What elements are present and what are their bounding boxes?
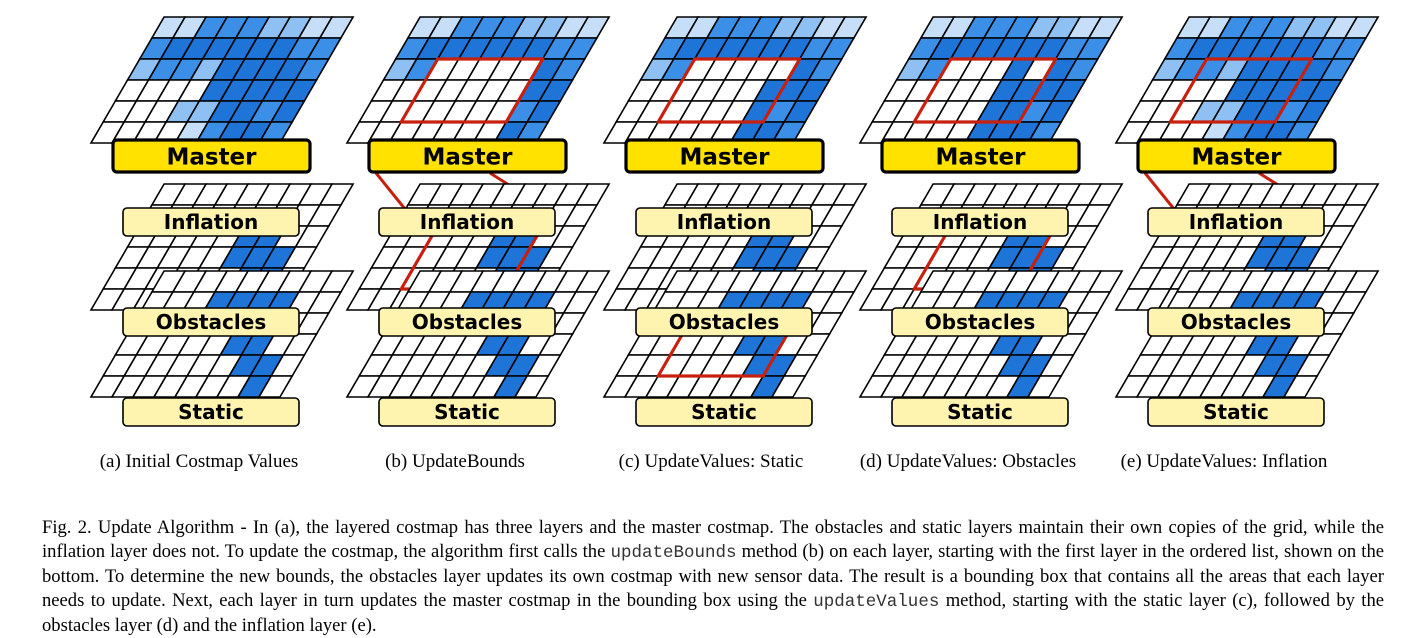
caption-text-2: method (b) on each layer, starting with … — [42, 540, 1384, 611]
panel-caption-d: (d) UpdateValues: Obstacles — [859, 451, 1077, 472]
figure-diagram: Master Inflation Obstacles Static Master Infl… — [89, 16, 1380, 427]
static-grid — [602, 270, 868, 398]
inflation-label-box — [378, 207, 556, 237]
panel-e: Master Inflation Obstacles Static — [1114, 16, 1380, 427]
obstacles-label-text: Obstacles — [669, 310, 779, 334]
grid-cell — [1026, 375, 1063, 398]
panel-caption-a: (a) Initial Costmap Values — [99, 451, 299, 472]
obstacles-label-box — [122, 307, 300, 337]
inflation-label: Inflation — [1147, 207, 1325, 237]
inflation-label-text: Inflation — [164, 210, 258, 234]
inflation-label: Inflation — [122, 207, 300, 237]
master-label-box — [1136, 138, 1337, 174]
static-label-text: Static — [947, 400, 1013, 424]
obstacles-label: Obstacles — [378, 307, 556, 337]
master-bounds-box — [1168, 57, 1314, 124]
panel-caption-e: (e) UpdateValues: Inflation — [1120, 451, 1328, 472]
static-label-text: Static — [691, 400, 757, 424]
inflation-label-text: Inflation — [677, 210, 771, 234]
inflation-label-text: Inflation — [420, 210, 514, 234]
master-bounds-box — [399, 57, 545, 124]
obstacles-label-box — [1147, 307, 1325, 337]
obstacles-label: Obstacles — [1147, 307, 1325, 337]
grid-cell — [257, 375, 294, 398]
inflation-label: Inflation — [635, 207, 813, 237]
caption-text-1: Fig. 2. Update Algorithm - In (a), the l… — [42, 516, 1384, 562]
panel-caption-b: (b) UpdateBounds — [385, 451, 525, 472]
inflation-label-text: Inflation — [933, 210, 1027, 234]
panel-b: Master Inflation Obstacles Static — [345, 16, 611, 427]
master-label-box — [111, 138, 312, 174]
panel-c: Master Inflation Obstacles Static — [602, 16, 868, 427]
master-label-box — [624, 138, 825, 174]
grid-cell — [1282, 375, 1319, 398]
obstacles-label-text: Obstacles — [1181, 310, 1291, 334]
master-label-text: Master — [1191, 144, 1282, 170]
obstacles-label-box — [891, 307, 1069, 337]
master-grid — [858, 16, 1124, 144]
static-label-text: Static — [434, 400, 500, 424]
master-label-box — [367, 138, 568, 174]
obstacles-label: Obstacles — [122, 307, 300, 337]
static-label: Static — [122, 397, 300, 427]
obstacles-label-box — [378, 307, 556, 337]
static-label: Static — [635, 397, 813, 427]
inflation-label-box — [635, 207, 813, 237]
inflation-label-box — [1147, 207, 1325, 237]
master-label: Master — [111, 138, 312, 174]
master-label-box — [880, 138, 1081, 174]
static-label: Static — [891, 397, 1069, 427]
obstacles-label: Obstacles — [635, 307, 813, 337]
master-label-text: Master — [422, 144, 513, 170]
master-grid — [602, 16, 868, 144]
panel-caption-c: (c) UpdateValues: Static — [618, 451, 804, 472]
master-label-text: Master — [679, 144, 770, 170]
inflation-label-box — [122, 207, 300, 237]
obstacles-label-text: Obstacles — [156, 310, 266, 334]
inflation-label-box — [891, 207, 1069, 237]
panel-a: Master Inflation Obstacles Static — [89, 16, 355, 427]
static-label-box — [122, 397, 300, 427]
static-label: Static — [378, 397, 556, 427]
static-label: Static — [1147, 397, 1325, 427]
static-label-box — [1147, 397, 1325, 427]
static-label-box — [635, 397, 813, 427]
caption-code-updatebounds: updateBounds — [610, 542, 737, 563]
grid-cell — [770, 375, 807, 398]
grid-cell — [513, 375, 550, 398]
master-grid — [89, 16, 355, 144]
master-bounds-box — [656, 57, 802, 124]
master-label: Master — [1136, 138, 1337, 174]
inflation-label-text: Inflation — [1189, 210, 1283, 234]
obstacles-label-text: Obstacles — [412, 310, 522, 334]
static-label-text: Static — [1203, 400, 1269, 424]
caption-code-updatevalues: updateValues — [813, 591, 940, 612]
master-label: Master — [367, 138, 568, 174]
obstacles-label-text: Obstacles — [925, 310, 1035, 334]
static-label-box — [891, 397, 1069, 427]
panel-d: Master Inflation Obstacles Static — [858, 16, 1124, 427]
inflation-label: Inflation — [378, 207, 556, 237]
static-label-text: Static — [178, 400, 244, 424]
master-label-text: Master — [935, 144, 1026, 170]
static-label-box — [378, 397, 556, 427]
master-grid — [345, 16, 611, 144]
master-label: Master — [880, 138, 1081, 174]
master-bounds-box — [912, 57, 1058, 124]
master-label-text: Master — [166, 144, 257, 170]
obstacles-label: Obstacles — [891, 307, 1069, 337]
figure-caption: Fig. 2. Update Algorithm - In (a), the l… — [42, 516, 1384, 638]
obstacles-label-box — [635, 307, 813, 337]
master-grid — [1114, 16, 1380, 144]
master-label: Master — [624, 138, 825, 174]
inflation-label: Inflation — [891, 207, 1069, 237]
